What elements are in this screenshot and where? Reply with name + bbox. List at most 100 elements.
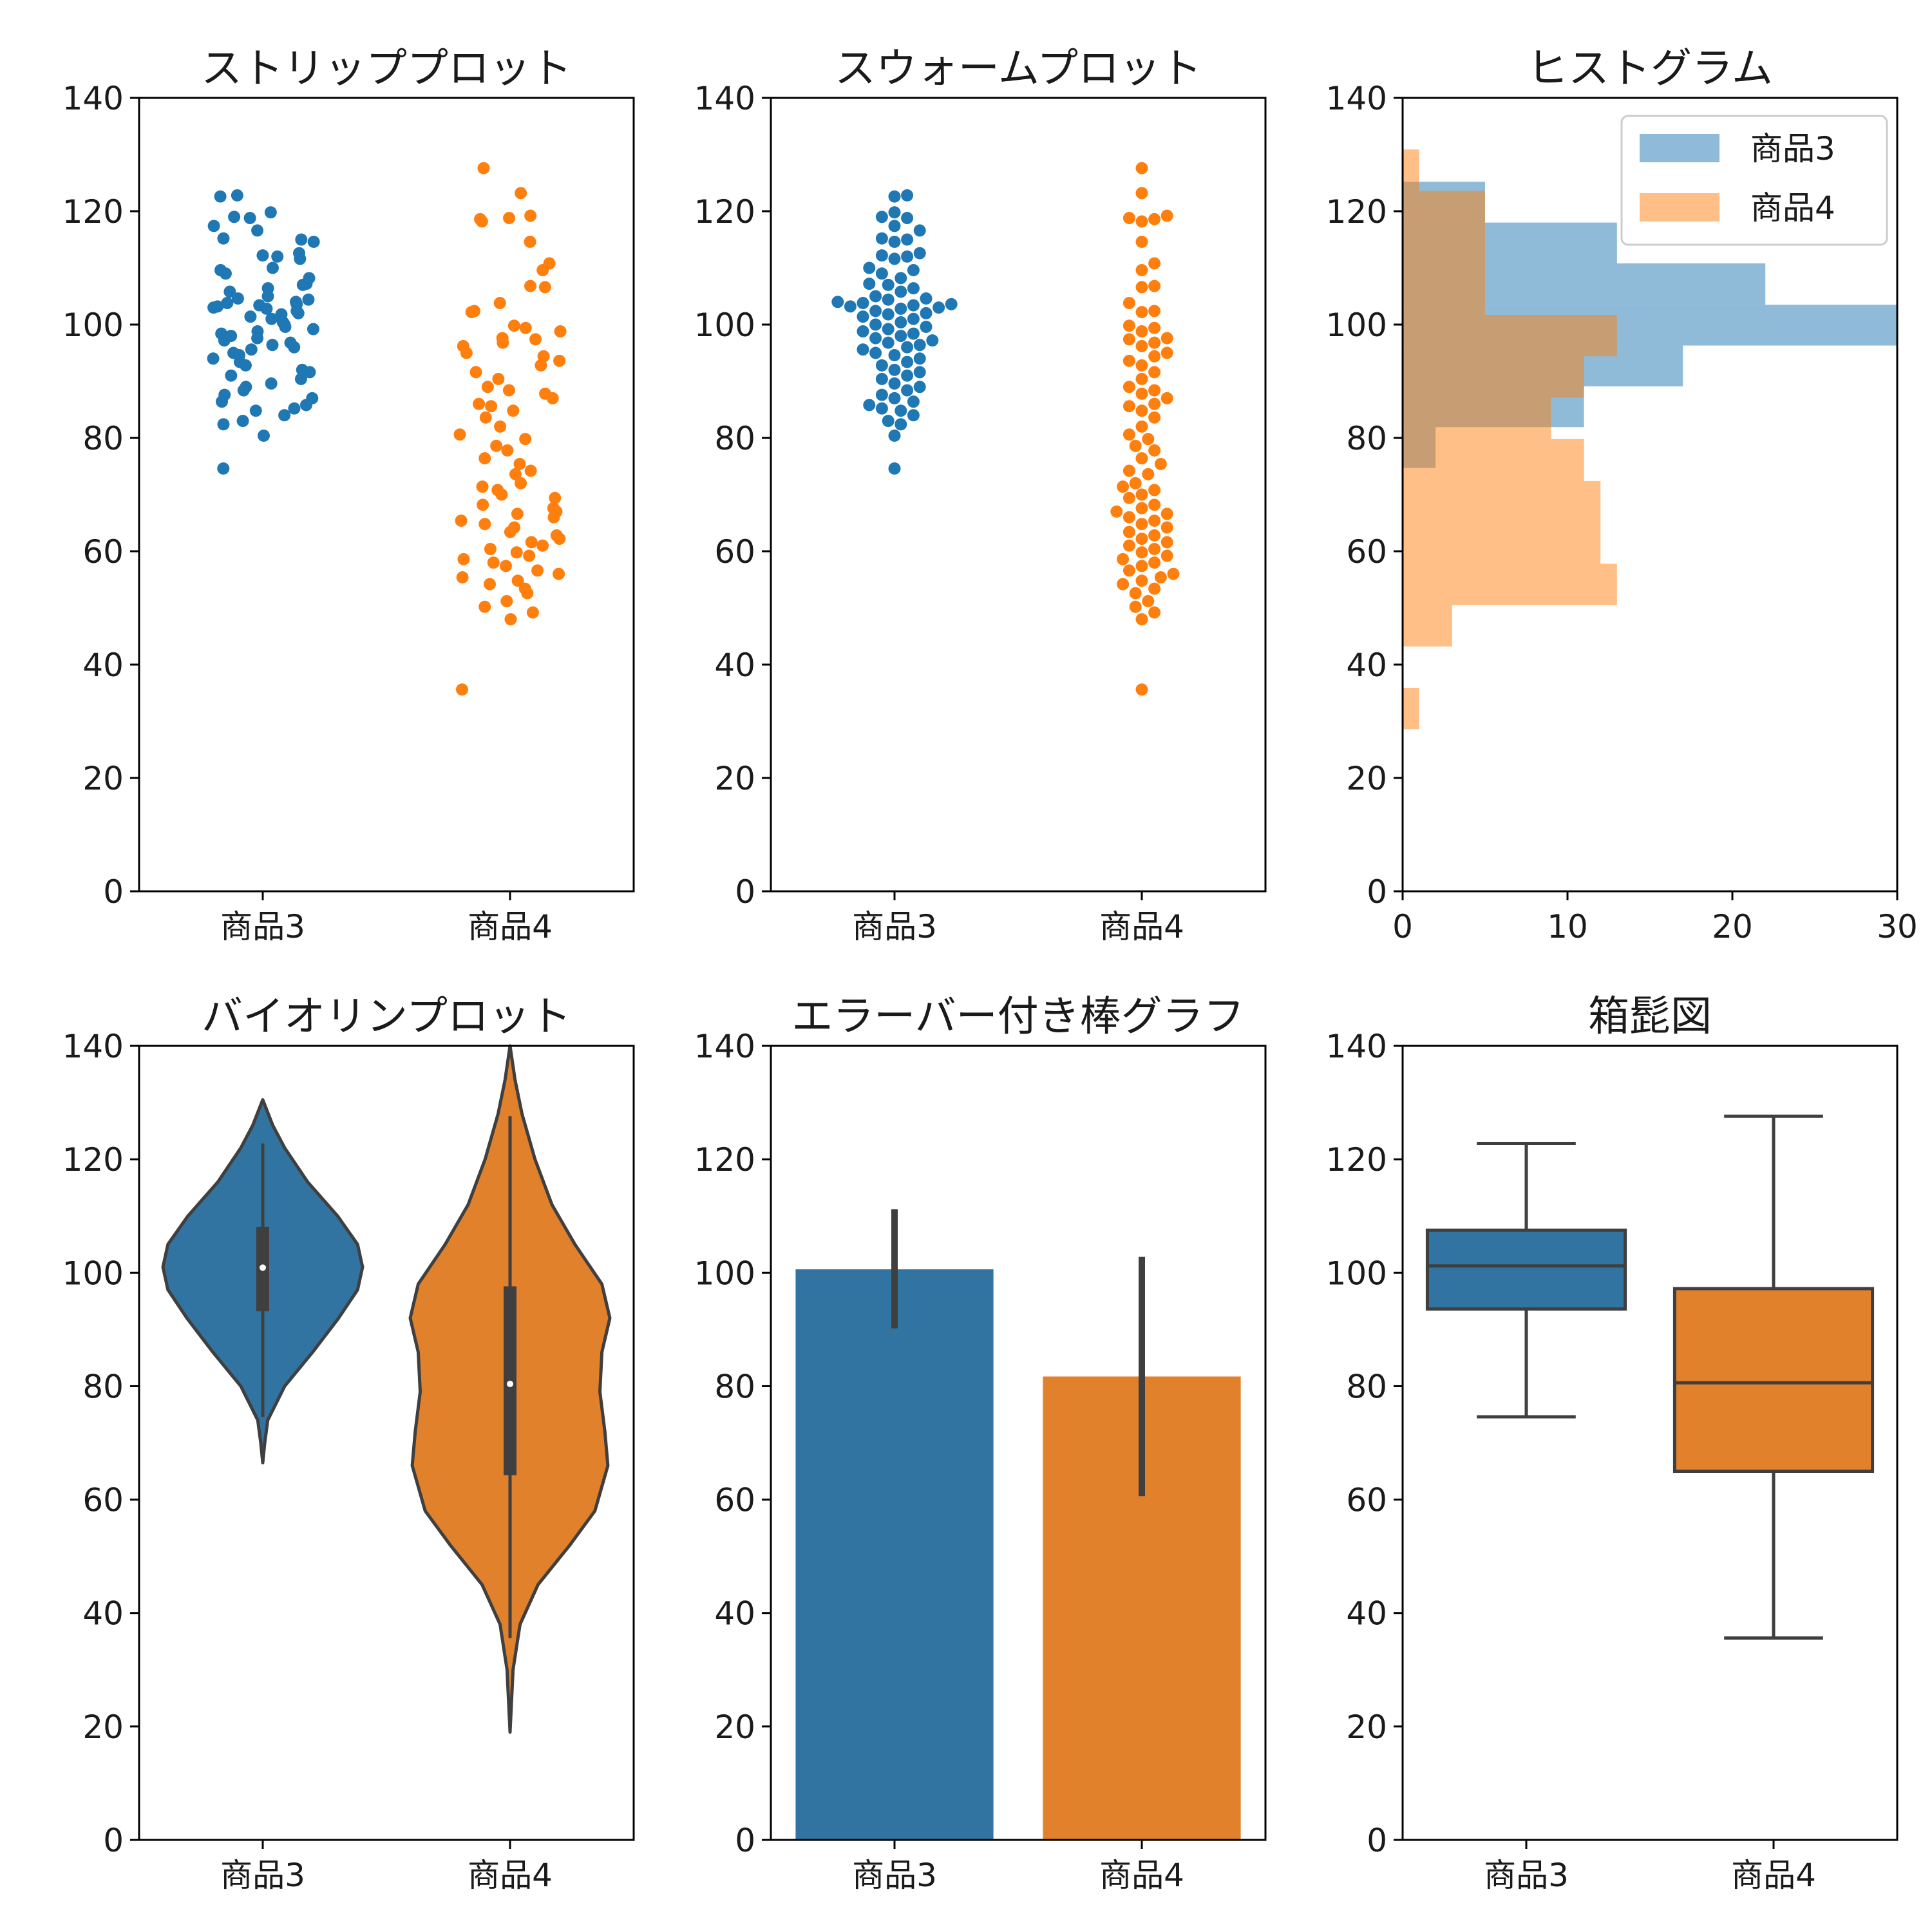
strip-point	[484, 542, 497, 555]
x-tick-label: 商品3	[1484, 1857, 1569, 1894]
strip-point	[503, 212, 516, 225]
strip-point	[554, 325, 567, 338]
swarm-point	[1148, 213, 1161, 225]
swarm-point	[1129, 477, 1142, 489]
strip-point	[264, 206, 277, 219]
swarm-point	[888, 429, 901, 442]
strip-point	[237, 384, 250, 397]
x-tick-label: 商品3	[852, 908, 937, 945]
x-tick-label: 0	[1392, 908, 1413, 945]
swarm-point	[875, 211, 888, 223]
swarm-point	[901, 212, 914, 225]
y-tick-label: 80	[714, 420, 755, 457]
swarm-point	[1135, 533, 1148, 545]
strip-point	[487, 556, 500, 569]
strip-point	[524, 236, 536, 249]
swarm-point	[920, 292, 933, 305]
swarm-point	[882, 278, 895, 291]
strip-point	[460, 346, 473, 359]
swarm-point	[882, 336, 895, 349]
swarm-point	[1122, 212, 1135, 225]
strip-point	[553, 567, 565, 580]
strip-point	[515, 187, 527, 200]
strip-point	[217, 232, 230, 245]
strip-point	[239, 359, 252, 372]
y-tick-label: 60	[1346, 533, 1387, 571]
swarm-point	[1148, 384, 1161, 397]
swarm-point	[1142, 594, 1155, 607]
y-tick-label: 80	[1346, 420, 1387, 457]
swarm-point	[1148, 257, 1161, 270]
swarm-point	[844, 300, 857, 313]
y-tick-label: 40	[1346, 1595, 1387, 1633]
strip-point	[228, 211, 241, 223]
strip-point	[477, 498, 489, 511]
strip-point	[266, 339, 279, 352]
panel-title: ヒストグラム	[1527, 45, 1773, 93]
strip-point	[218, 334, 231, 347]
histogram-bar	[1403, 688, 1419, 730]
swarm-point	[1122, 354, 1135, 367]
strip-point	[455, 683, 468, 696]
swarm-point	[888, 392, 901, 404]
swarm-point	[869, 318, 882, 331]
swarm-point	[1148, 498, 1161, 511]
y-tick-label: 20	[714, 760, 755, 797]
x-tick-label: 商品4	[468, 1857, 553, 1894]
strip-point	[547, 511, 560, 524]
swarm-point	[869, 290, 882, 303]
strip-point	[490, 439, 503, 452]
strip-point	[484, 578, 497, 591]
swarm-point	[895, 404, 907, 417]
swarm-point	[875, 267, 888, 280]
swarm-point	[1135, 613, 1148, 626]
y-tick-label: 120	[1326, 1141, 1387, 1179]
y-tick-label: 0	[103, 873, 124, 911]
swarm-point	[1142, 468, 1155, 480]
axes-frame	[138, 97, 635, 893]
strip-point	[288, 402, 301, 415]
box-iqr	[1672, 1287, 1875, 1473]
panel-title: バイオリンプロット	[202, 993, 571, 1041]
strip-point	[493, 297, 506, 310]
swarm-point	[901, 250, 914, 263]
swarm-point	[907, 409, 920, 422]
swarm-point	[1160, 549, 1173, 562]
swarm-point	[882, 308, 895, 321]
strip-point	[271, 250, 284, 263]
swarm-point	[1122, 333, 1135, 346]
violin-median-point	[260, 1264, 266, 1271]
x-tick-label: 商品4	[1099, 1857, 1184, 1894]
histogram-bar	[1403, 191, 1485, 232]
swarm-point	[1148, 582, 1161, 595]
strip-point	[477, 162, 490, 175]
legend-label: 商品3	[1750, 130, 1835, 167]
y-tick-label: 120	[62, 193, 124, 231]
swarm-point	[895, 316, 907, 328]
x-tick-label: 商品3	[220, 1857, 305, 1894]
legend: 商品3 商品4	[1620, 115, 1888, 246]
y-tick-label: 100	[62, 1255, 124, 1292]
swarm-point	[1167, 567, 1180, 580]
swarm-point	[895, 418, 907, 431]
strip-point	[553, 533, 566, 545]
swarm-point	[1122, 511, 1135, 524]
swarm-point	[1135, 683, 1148, 696]
swarm-point	[913, 381, 926, 393]
swarm-point	[1160, 346, 1173, 359]
swarm-point	[913, 247, 926, 260]
strip-point	[278, 409, 291, 422]
strip-point	[475, 215, 488, 228]
strip-point	[510, 546, 523, 559]
strip-point	[465, 306, 478, 319]
swarm-point	[907, 327, 920, 340]
swarm-point	[1135, 420, 1148, 433]
strip-point	[535, 359, 547, 372]
histogram-bar	[1403, 522, 1601, 564]
swarm-point	[901, 355, 914, 368]
swarm-point	[869, 346, 882, 359]
y-tick-label: 60	[1346, 1482, 1387, 1519]
swarm-point	[882, 323, 895, 336]
strip-point	[307, 323, 319, 336]
y-tick-label: 0	[735, 1822, 755, 1859]
